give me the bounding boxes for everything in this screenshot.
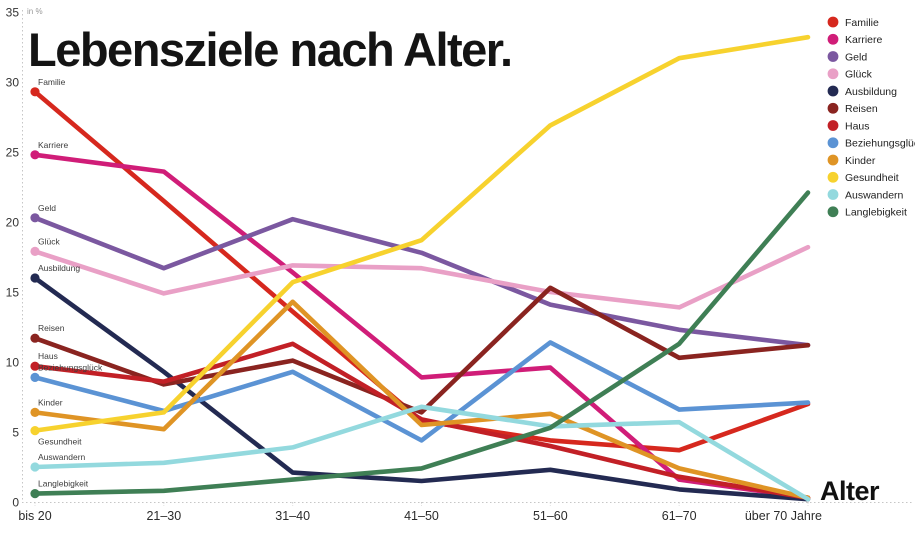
series-label-beziehungsgluck: Beziehungsglück <box>38 362 103 372</box>
legend-swatch-familie <box>827 16 839 28</box>
series-label-reisen: Reisen <box>38 323 65 333</box>
x-tick-label-uber-70-jahre: über 70 Jahre <box>745 509 822 523</box>
series-label-geld: Geld <box>38 203 56 213</box>
series-start-dot-familie <box>30 87 40 97</box>
x-tick-label-61-70: 61–70 <box>662 509 697 523</box>
page-title: Lebensziele nach Alter. <box>28 23 513 76</box>
legend-swatch-geld <box>827 51 839 62</box>
series-line-ausbildung <box>32 275 811 502</box>
series-line-haus <box>32 341 811 501</box>
legend-swatch-kinder <box>827 154 839 166</box>
series-label-ausbildung: Ausbildung <box>38 263 80 273</box>
y-tick-label: 5 <box>12 426 19 440</box>
legend-label-gluck: Glück <box>845 69 873 81</box>
series-start-dot-langlebigkeit <box>30 489 40 499</box>
series-label-auswandern: Auswandern <box>38 452 86 462</box>
series-line-langlebigkeit <box>32 190 811 496</box>
series-line-geld <box>32 215 811 348</box>
x-axis-title: Alter <box>820 476 880 506</box>
legend-label-geld: Geld <box>845 51 867 63</box>
series-start-dot-beziehungsgluck <box>30 372 40 382</box>
series-start-dot-karriere <box>30 150 40 160</box>
series-start-dot-ausbildung <box>30 273 40 283</box>
legend-swatch-langlebigkeit <box>827 206 839 218</box>
legend-swatch-gluck <box>827 68 839 80</box>
series-label-familie: Familie <box>38 77 66 87</box>
legend-swatch-beziehungsgluck <box>827 137 839 149</box>
legend-label-reisen: Reisen <box>845 103 878 115</box>
series-label-gesundheit: Gesundheit <box>38 437 82 447</box>
legend-label-beziehungsgluck: Beziehungsglück <box>845 138 915 150</box>
legend-swatch-auswandern <box>827 189 839 200</box>
legend-label-ausbildung: Ausbildung <box>845 86 897 98</box>
series-line-reisen <box>32 285 811 415</box>
series-line-familie <box>32 89 811 453</box>
series-label-langlebigkeit: Langlebigkeit <box>38 479 89 489</box>
legend-label-familie: Familie <box>845 17 879 29</box>
legend-label-gesundheit: Gesundheit <box>845 172 899 184</box>
legend-label-kinder: Kinder <box>845 155 876 167</box>
legend-swatch-ausbildung <box>827 85 839 97</box>
legend-label-langlebigkeit: Langlebigkeit <box>845 207 907 219</box>
y-tick-label: 20 <box>6 216 20 230</box>
legend-swatch-reisen <box>827 102 839 114</box>
y-tick-label: 30 <box>6 76 20 90</box>
series-label-haus: Haus <box>38 351 58 361</box>
legend-swatch-haus <box>827 120 839 131</box>
legend-label-haus: Haus <box>845 120 870 132</box>
y-tick-label: 35 <box>6 6 20 20</box>
legend-label-auswandern: Auswandern <box>845 189 904 201</box>
series-line-gluck <box>32 244 811 310</box>
series-start-dot-reisen <box>30 333 40 343</box>
y-axis-unit-label: in % <box>27 7 43 16</box>
y-tick-label: 0 <box>12 496 19 510</box>
series-label-karriere: Karriere <box>38 140 69 150</box>
legend-swatch-karriere <box>827 33 839 45</box>
series-start-dot-gesundheit <box>30 426 40 436</box>
series-label-kinder: Kinder <box>38 397 63 407</box>
legend-swatch-gesundheit <box>827 171 839 183</box>
series-start-dot-geld <box>30 213 40 223</box>
series-line-kinder <box>32 299 811 501</box>
x-tick-label-31-40: 31–40 <box>275 509 310 523</box>
x-tick-label-51-60: 51–60 <box>533 509 568 523</box>
series-line-karriere <box>32 152 811 501</box>
series-start-dot-auswandern <box>30 462 40 472</box>
series-start-dot-gluck <box>30 246 40 256</box>
series-line-gesundheit <box>32 34 811 433</box>
x-tick-label-21-30: 21–30 <box>146 509 181 523</box>
series-start-dot-haus <box>30 361 40 371</box>
series-label-gluck: Glück <box>38 236 60 246</box>
y-tick-label: 10 <box>6 356 20 370</box>
legend-label-karriere: Karriere <box>845 34 883 46</box>
x-tick-label-41-50: 41–50 <box>404 509 439 523</box>
series-start-dot-kinder <box>30 407 40 417</box>
x-tick-label-bis-20: bis 20 <box>18 509 51 523</box>
y-tick-label: 15 <box>6 286 20 300</box>
series-line-auswandern <box>32 404 811 502</box>
y-tick-label: 25 <box>6 146 20 160</box>
